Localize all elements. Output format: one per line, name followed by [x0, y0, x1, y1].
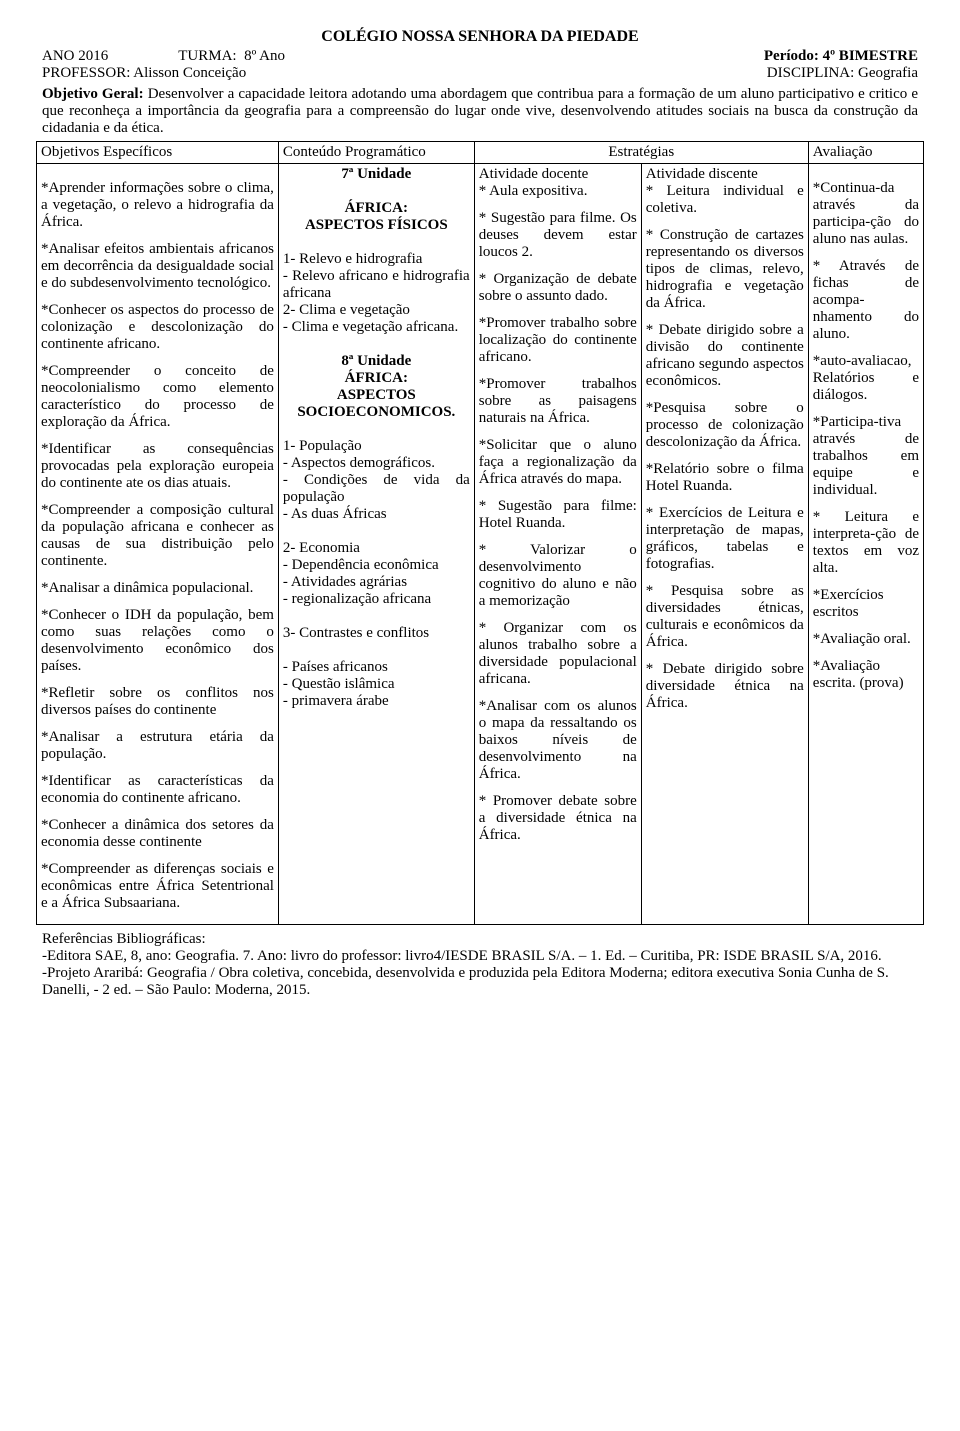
- conteudo-item: - regionalização africana: [283, 591, 470, 608]
- cell-discente: Atividade discente* Leitura individual e…: [641, 164, 808, 925]
- discente-item: * Leitura individual e coletiva.: [646, 183, 804, 217]
- conteudo-item: - Países africanos: [283, 659, 470, 676]
- objetivo-item: *Analisar a estrutura etária da populaçã…: [41, 729, 274, 763]
- objetivo-item: *Identificar as características da econo…: [41, 773, 274, 807]
- col-conteudo: Conteúdo Programático: [278, 142, 474, 164]
- conteudo-item: - Atividades agrárias: [283, 574, 470, 591]
- docente-item: *Promover trabalho sobre localização do …: [479, 315, 637, 366]
- docente-item: * Aula expositiva.: [479, 183, 637, 200]
- table-header-row: Objetivos Específicos Conteúdo Programát…: [37, 142, 924, 164]
- discente-item: *Pesquisa sobre o processo de colonizaçã…: [646, 400, 804, 451]
- objetivo-item: *Conhecer o IDH da população, bem como s…: [41, 607, 274, 675]
- objetivo-geral-text: Desenvolver a capacidade leitora adotand…: [42, 86, 918, 136]
- objetivo-item: *Conhecer a dinâmica dos setores da econ…: [41, 817, 274, 851]
- conteudo-item: 1- Relevo e hidrografia: [283, 251, 470, 268]
- avaliacao-item: *Participa-tiva através de trabalhos em …: [813, 414, 919, 499]
- objetivo-geral-label: Objetivo Geral:: [42, 86, 144, 102]
- referencias: Referências Bibliográficas: -Editora SAE…: [42, 931, 918, 999]
- discente-title: Atividade discente: [646, 166, 804, 183]
- docente-item: * Promover debate sobre a diversidade ét…: [479, 793, 637, 844]
- header-block: ANO 2016 TURMA: 8º Ano Período: 4º BIMES…: [42, 48, 918, 82]
- conteudo-item: - Dependência econômica: [283, 557, 470, 574]
- objetivo-item: *Compreender a composição cultural da po…: [41, 502, 274, 570]
- conteudo-item: 3- Contrastes e conflitos: [283, 625, 470, 642]
- conteudo-item: - Questão islâmica: [283, 676, 470, 693]
- conteudo-item: ASPECTOS SOCIOECONOMICOS.: [283, 387, 470, 421]
- conteudo-item: 2- Clima e vegetação: [283, 302, 470, 319]
- conteudo-item: 8ª Unidade: [283, 353, 470, 370]
- turma-label: TURMA: 8º Ano: [178, 48, 285, 65]
- docente-item: * Organização de debate sobre o assunto …: [479, 271, 637, 305]
- docente-item: * Valorizar o desenvolvimento cognitivo …: [479, 542, 637, 610]
- referencias-item: -Projeto Araribá: Geografia / Obra colet…: [42, 965, 918, 999]
- periodo-label: Período: 4º BIMESTRE: [764, 48, 918, 65]
- ano-label: ANO 2016: [42, 48, 108, 65]
- conteudo-item: 2- Economia: [283, 540, 470, 557]
- conteudo-item: 7ª Unidade: [283, 166, 470, 183]
- cell-objetivos: *Aprender informações sobre o clima, a v…: [37, 164, 279, 925]
- objetivo-item: *Conhecer os aspectos do processo de col…: [41, 302, 274, 353]
- cell-docente: Atividade docente* Aula expositiva. * Sug…: [474, 164, 641, 925]
- conteudo-item: - Aspectos demográficos.: [283, 455, 470, 472]
- conteudo-item: - Clima e vegetação africana.: [283, 319, 470, 336]
- discente-item: * Pesquisa sobre as diversidades étnicas…: [646, 583, 804, 651]
- cell-conteudo: 7ª UnidadeÁFRICA:ASPECTOS FÍSICOS1- Rele…: [278, 164, 474, 925]
- objetivo-geral: Objetivo Geral: Desenvolver a capacidade…: [42, 86, 918, 137]
- school-title: COLÉGIO NOSSA SENHORA DA PIEDADE: [36, 28, 924, 46]
- conteudo-item: - Condições de vida da população: [283, 472, 470, 506]
- objetivo-item: *Analisar a dinâmica populacional.: [41, 580, 274, 597]
- docente-title: Atividade docente: [479, 166, 637, 183]
- conteudo-item: - primavera árabe: [283, 693, 470, 710]
- avaliacao-item: * Através de fichas de acompa-nhamento d…: [813, 258, 919, 343]
- avaliacao-item: *Avaliação oral.: [813, 631, 919, 648]
- avaliacao-item: *Exercícios escritos: [813, 587, 919, 621]
- docente-item: * Sugestão para filme: Hotel Ruanda.: [479, 498, 637, 532]
- conteudo-item: ÁFRICA:: [283, 370, 470, 387]
- plan-table: Objetivos Específicos Conteúdo Programát…: [36, 141, 924, 925]
- objetivo-item: *Analisar efeitos ambientais africanos e…: [41, 241, 274, 292]
- avaliacao-item: *Continua-da através da participa-ção do…: [813, 180, 919, 248]
- table-body-row: *Aprender informações sobre o clima, a v…: [37, 164, 924, 925]
- objetivo-item: *Refletir sobre os conflitos nos diverso…: [41, 685, 274, 719]
- objetivo-item: *Identificar as consequências provocadas…: [41, 441, 274, 492]
- docente-item: *Analisar com os alunos o mapa da ressal…: [479, 698, 637, 783]
- docente-item: * Sugestão para filme. Os deuses devem e…: [479, 210, 637, 261]
- conteudo-item: 1- População: [283, 438, 470, 455]
- col-estrategias: Estratégias: [474, 142, 808, 164]
- docente-item: *Solicitar que o aluno faça a regionaliz…: [479, 437, 637, 488]
- avaliacao-item: * Leitura e interpreta-ção de textos em …: [813, 509, 919, 577]
- discente-item: * Construção de cartazes representando o…: [646, 227, 804, 312]
- referencias-label: Referências Bibliográficas:: [42, 931, 918, 948]
- objetivo-item: *Aprender informações sobre o clima, a v…: [41, 180, 274, 231]
- cell-avaliacao: *Continua-da através da participa-ção do…: [808, 164, 923, 925]
- col-objetivos: Objetivos Específicos: [37, 142, 279, 164]
- docente-item: * Organizar com os alunos trabalho sobre…: [479, 620, 637, 688]
- objetivo-item: *Compreender as diferenças sociais e eco…: [41, 861, 274, 912]
- conteudo-item: - As duas Áfricas: [283, 506, 470, 523]
- referencias-item: -Editora SAE, 8, ano: Geografia. 7. Ano:…: [42, 948, 918, 965]
- disciplina-label: DISCIPLINA: Geografia: [767, 65, 918, 82]
- discente-item: * Exercícios de Leitura e interpretação …: [646, 505, 804, 573]
- conteudo-item: ÁFRICA:: [283, 200, 470, 217]
- discente-item: *Relatório sobre o filma Hotel Ruanda.: [646, 461, 804, 495]
- col-avaliacao: Avaliação: [808, 142, 923, 164]
- avaliacao-item: *auto-avaliacao, Relatórios e diálogos.: [813, 353, 919, 404]
- objetivo-item: *Compreender o conceito de neocolonialis…: [41, 363, 274, 431]
- discente-item: * Debate dirigido sobre diversidade étni…: [646, 661, 804, 712]
- professor-label: PROFESSOR: Alisson Conceição: [42, 65, 246, 82]
- docente-item: *Promover trabalhos sobre as paisagens n…: [479, 376, 637, 427]
- avaliacao-item: *Avaliação escrita. (prova): [813, 658, 919, 692]
- discente-item: * Debate dirigido sobre a divisão do con…: [646, 322, 804, 390]
- conteudo-item: - Relevo africano e hidrografia africana: [283, 268, 470, 302]
- conteudo-item: ASPECTOS FÍSICOS: [283, 217, 470, 234]
